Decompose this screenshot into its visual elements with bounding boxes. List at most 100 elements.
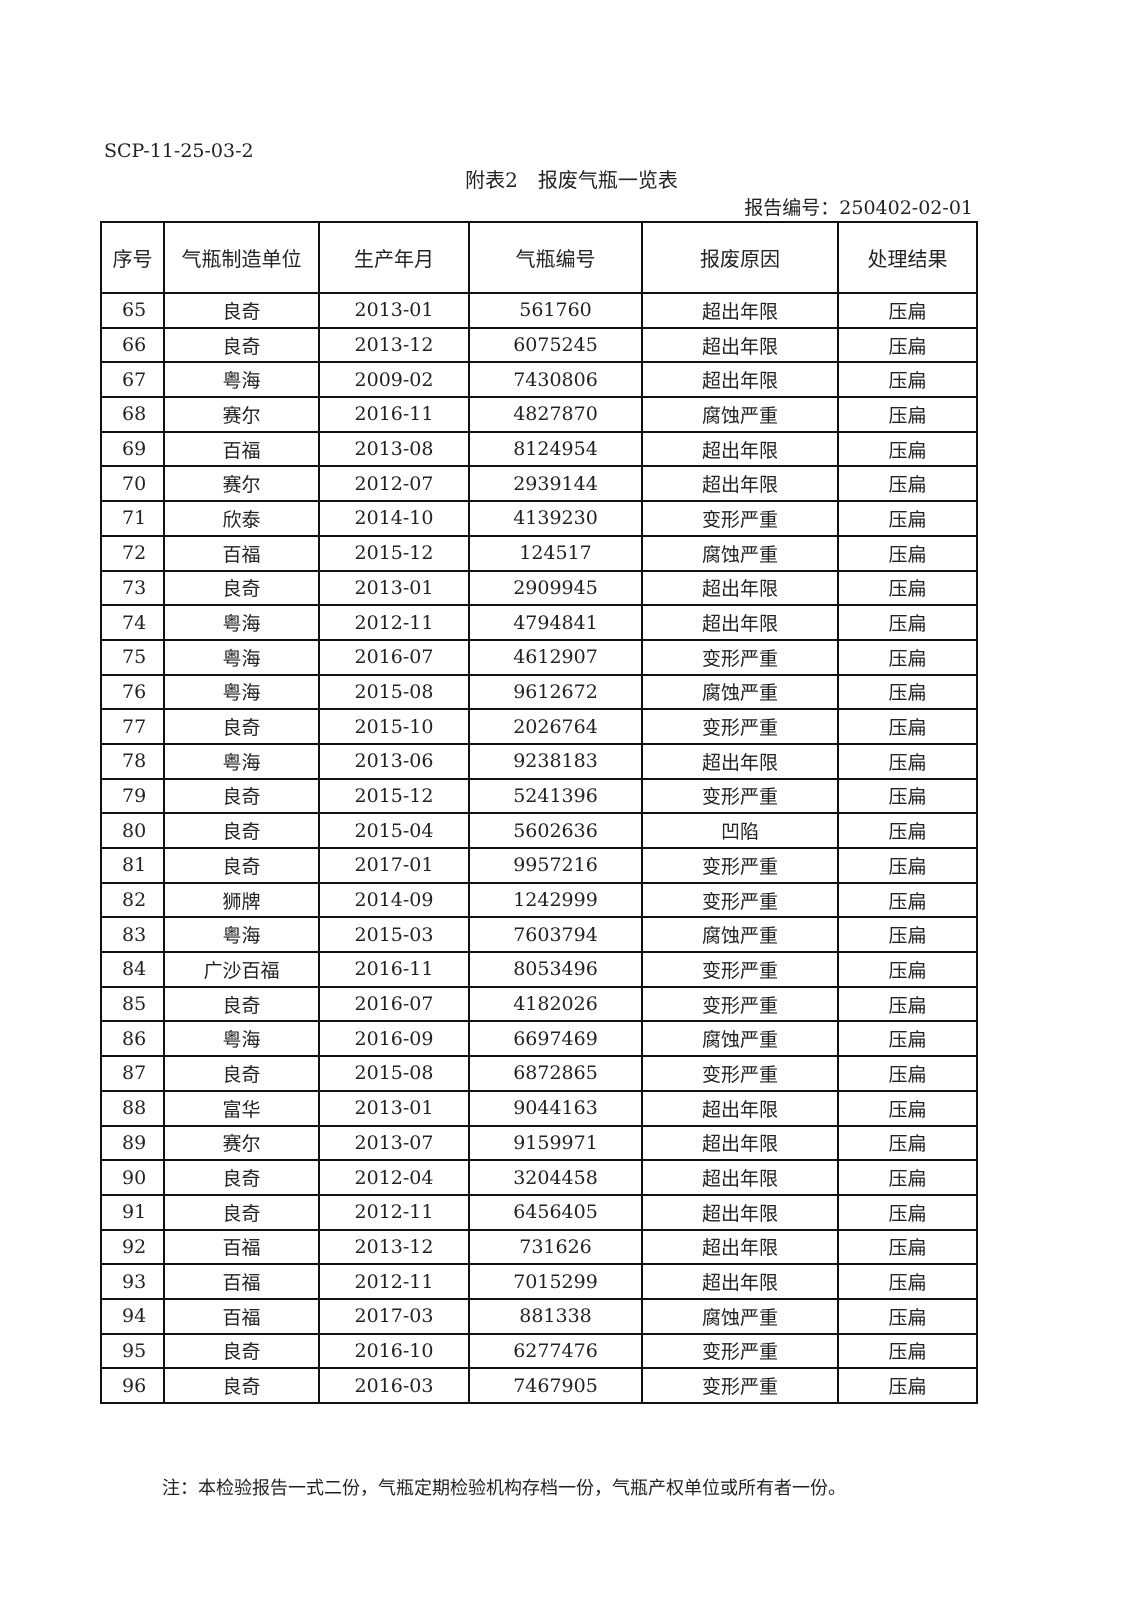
table-row: 91 良奇 2012-11 6456405 超出年限 压扁 — [100, 1193, 978, 1231]
cell-production-date: 2013-12 — [318, 326, 470, 364]
cell-production-date: 2015-10 — [318, 708, 470, 745]
cell-production-date: 2016-10 — [318, 1332, 470, 1370]
cell-seq: 78 — [100, 742, 165, 780]
cell-production-date: 2016-11 — [318, 396, 470, 433]
cell-result: 压扁 — [837, 1193, 978, 1231]
cell-production-date: 2013-07 — [318, 1124, 470, 1162]
cell-production-date: 2013-01 — [318, 1089, 470, 1127]
cell-cylinder-number: 6277476 — [468, 1332, 643, 1370]
cell-scrap-reason: 变形严重 — [641, 881, 839, 919]
cell-manufacturer: 百福 — [163, 1297, 320, 1335]
table-row: 86 粤海 2016-09 6697469 腐蚀严重 压扁 — [100, 1020, 978, 1058]
cell-production-date: 2013-08 — [318, 430, 470, 468]
cell-scrap-reason: 超出年限 — [641, 1124, 839, 1162]
header-production-date: 生产年月 — [318, 221, 470, 294]
cell-result: 压扁 — [837, 430, 978, 468]
cell-result: 压扁 — [837, 361, 978, 399]
table-row: 79 良奇 2015-12 5241396 变形严重 压扁 — [100, 777, 978, 815]
cell-cylinder-number: 7430806 — [468, 361, 643, 399]
cell-seq: 83 — [100, 916, 165, 954]
cell-result: 压扁 — [837, 985, 978, 1023]
cell-seq: 82 — [100, 881, 165, 919]
cell-seq: 71 — [100, 500, 165, 537]
cell-production-date: 2017-01 — [318, 847, 470, 884]
cell-scrap-reason: 超出年限 — [641, 326, 839, 364]
cell-production-date: 2015-03 — [318, 916, 470, 954]
cell-scrap-reason: 变形严重 — [641, 708, 839, 745]
cell-production-date: 2014-10 — [318, 500, 470, 537]
cell-seq: 88 — [100, 1089, 165, 1127]
cell-production-date: 2013-06 — [318, 742, 470, 780]
table-row: 66 良奇 2013-12 6075245 超出年限 压扁 — [100, 326, 978, 364]
cell-scrap-reason: 腐蚀严重 — [641, 1020, 839, 1058]
cell-manufacturer: 粤海 — [163, 361, 320, 399]
cell-seq: 79 — [100, 777, 165, 815]
footer-note: 注：本检验报告一式二份，气瓶定期检验机构存档一份，气瓶产权单位或所有者一份。 — [162, 1478, 846, 1499]
cell-scrap-reason: 超出年限 — [641, 430, 839, 468]
cell-manufacturer: 粤海 — [163, 916, 320, 954]
table-row: 90 良奇 2012-04 3204458 超出年限 压扁 — [100, 1159, 978, 1196]
cell-production-date: 2012-04 — [318, 1159, 470, 1196]
cell-manufacturer: 粤海 — [163, 1020, 320, 1058]
cell-seq: 91 — [100, 1193, 165, 1231]
cell-seq: 92 — [100, 1228, 165, 1266]
cell-cylinder-number: 4182026 — [468, 985, 643, 1023]
cell-scrap-reason: 超出年限 — [641, 1159, 839, 1196]
cell-scrap-reason: 超出年限 — [641, 1089, 839, 1127]
cell-manufacturer: 百福 — [163, 430, 320, 468]
cell-production-date: 2016-09 — [318, 1020, 470, 1058]
table-row: 92 百福 2013-12 731626 超出年限 压扁 — [100, 1228, 978, 1266]
cell-cylinder-number: 3204458 — [468, 1159, 643, 1196]
cell-manufacturer: 良奇 — [163, 777, 320, 815]
cell-cylinder-number: 731626 — [468, 1228, 643, 1266]
cell-manufacturer: 良奇 — [163, 1159, 320, 1196]
cell-manufacturer: 狮牌 — [163, 881, 320, 919]
cell-result: 压扁 — [837, 847, 978, 884]
cell-result: 压扁 — [837, 604, 978, 641]
cell-seq: 95 — [100, 1332, 165, 1370]
header-cylinder-number: 气瓶编号 — [468, 221, 643, 294]
cell-result: 压扁 — [837, 1367, 978, 1404]
cell-scrap-reason: 腐蚀严重 — [641, 673, 839, 711]
cell-manufacturer: 良奇 — [163, 1193, 320, 1231]
cell-cylinder-number: 4794841 — [468, 604, 643, 641]
cell-production-date: 2013-01 — [318, 292, 470, 329]
cell-scrap-reason: 超出年限 — [641, 569, 839, 607]
table-row: 83 粤海 2015-03 7603794 腐蚀严重 压扁 — [100, 916, 978, 954]
cell-manufacturer: 良奇 — [163, 292, 320, 329]
cell-cylinder-number: 9044163 — [468, 1089, 643, 1127]
cell-manufacturer: 良奇 — [163, 985, 320, 1023]
cell-seq: 93 — [100, 1263, 165, 1300]
table-row: 84 广沙百福 2016-11 8053496 变形严重 压扁 — [100, 951, 978, 988]
cell-manufacturer: 良奇 — [163, 1055, 320, 1092]
cell-manufacturer: 广沙百福 — [163, 951, 320, 988]
cell-scrap-reason: 变形严重 — [641, 1332, 839, 1370]
cell-result: 压扁 — [837, 742, 978, 780]
cell-production-date: 2016-03 — [318, 1367, 470, 1404]
cell-cylinder-number: 2026764 — [468, 708, 643, 745]
header-result: 处理结果 — [837, 221, 978, 294]
cell-seq: 72 — [100, 534, 165, 572]
cell-production-date: 2012-11 — [318, 1263, 470, 1300]
table-row: 81 良奇 2017-01 9957216 变形严重 压扁 — [100, 847, 978, 884]
table-header-row: 序号 气瓶制造单位 生产年月 气瓶编号 报废原因 处理结果 — [100, 221, 978, 294]
cell-production-date: 2014-09 — [318, 881, 470, 919]
cell-production-date: 2015-12 — [318, 777, 470, 815]
cell-manufacturer: 良奇 — [163, 569, 320, 607]
cell-result: 压扁 — [837, 292, 978, 329]
table-row: 73 良奇 2013-01 2909945 超出年限 压扁 — [100, 569, 978, 607]
cell-cylinder-number: 7603794 — [468, 916, 643, 954]
cell-scrap-reason: 变形严重 — [641, 500, 839, 537]
table-row: 67 粤海 2009-02 7430806 超出年限 压扁 — [100, 361, 978, 399]
cell-seq: 67 — [100, 361, 165, 399]
cell-cylinder-number: 7015299 — [468, 1263, 643, 1300]
cell-production-date: 2015-08 — [318, 673, 470, 711]
cell-result: 压扁 — [837, 326, 978, 364]
cell-result: 压扁 — [837, 881, 978, 919]
cell-result: 压扁 — [837, 1124, 978, 1162]
cell-result: 压扁 — [837, 673, 978, 711]
cell-scrap-reason: 变形严重 — [641, 638, 839, 676]
cell-production-date: 2016-07 — [318, 985, 470, 1023]
header-scrap-reason: 报废原因 — [641, 221, 839, 294]
cell-production-date: 2013-01 — [318, 569, 470, 607]
